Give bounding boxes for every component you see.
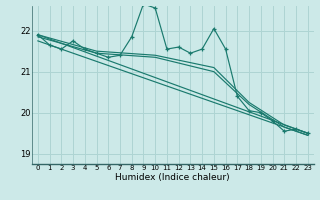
X-axis label: Humidex (Indice chaleur): Humidex (Indice chaleur) <box>116 173 230 182</box>
